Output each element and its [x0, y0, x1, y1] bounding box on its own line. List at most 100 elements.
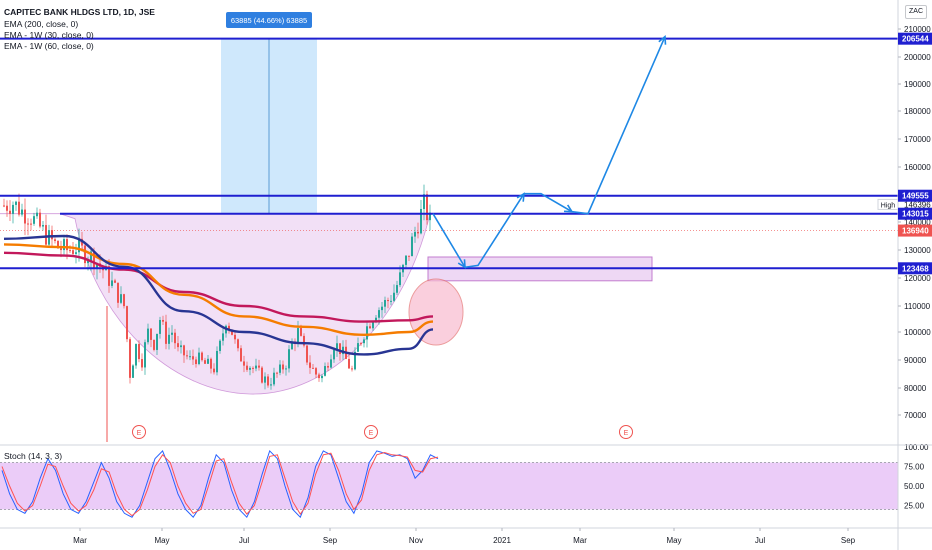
candle-body [150, 328, 152, 340]
candle-body [405, 255, 407, 265]
time-tick-label: Nov [409, 536, 423, 545]
candle-body [189, 356, 191, 358]
candle-body [330, 359, 332, 368]
stoch-legend[interactable]: Stoch (14, 3, 3) [4, 451, 63, 461]
legend-ema200[interactable]: EMA (200, close, 0) [4, 19, 79, 29]
stoch-tick-label: 25.00 [904, 502, 925, 511]
time-tick-label: 2021 [493, 536, 511, 545]
candle-body [162, 319, 164, 322]
candle-body [36, 212, 38, 217]
candle-body [27, 223, 29, 225]
candle-body [39, 212, 41, 227]
current-price-tag-label: 136940 [902, 227, 929, 236]
time-tick-label: Sep [841, 536, 856, 545]
candle-body [246, 365, 248, 370]
earnings-marker [364, 425, 378, 439]
stoch-tick-label: 75.00 [904, 463, 925, 472]
legend-ema60w[interactable]: EMA - 1W (60, close, 0) [4, 41, 94, 51]
stoch-band [0, 462, 898, 510]
candle-body [123, 294, 125, 307]
candle-body [90, 251, 92, 261]
candle-body [129, 339, 131, 378]
legend-ema30w[interactable]: EMA - 1W (30, close, 0) [4, 30, 94, 40]
candle-body [9, 210, 11, 214]
candle-body [171, 332, 173, 335]
candle-body [69, 250, 71, 252]
candle-body [372, 322, 374, 329]
candle-body [285, 368, 287, 370]
candle-body [261, 367, 263, 383]
candle-body [57, 241, 59, 249]
cup-pattern [0, 213, 431, 395]
price-tick-label: 160000 [904, 163, 931, 172]
projection-path [432, 36, 666, 269]
earnings-marker [132, 425, 146, 439]
candle-body [12, 204, 14, 214]
candle-body [288, 349, 290, 369]
price-tick-label: 200000 [904, 53, 931, 62]
symbol-title[interactable]: CAPITEC BANK HLDGS LTD, 1D, JSE [4, 7, 155, 17]
candle-body [120, 294, 122, 303]
candle-body [231, 329, 233, 335]
candle-body [354, 351, 356, 370]
time-tick-label: Mar [573, 536, 587, 545]
candle-body [216, 350, 218, 373]
candle-body [243, 361, 245, 366]
candle-body [429, 212, 431, 221]
candle-body [3, 205, 5, 207]
candle-body [339, 343, 341, 355]
candle-body [93, 251, 95, 269]
candle-body [63, 239, 65, 251]
candle-body [291, 341, 293, 350]
candle-body [237, 339, 239, 349]
price-tick-label: 210000 [904, 25, 931, 34]
currency-badge[interactable]: ZAC [905, 5, 927, 19]
candle-body [33, 216, 35, 224]
candle-body [267, 376, 269, 386]
candle-body [315, 368, 317, 375]
candle-body [306, 345, 308, 363]
candle-body [183, 345, 185, 356]
candle-body [420, 209, 422, 234]
candle-body [411, 236, 413, 257]
candle-body [72, 250, 74, 254]
stoch-k-line [1, 449, 439, 519]
candle-body [159, 319, 161, 334]
candle-body [126, 306, 128, 340]
earnings-marker-label: E [624, 430, 629, 437]
candle-body [177, 343, 179, 348]
candle-body [180, 345, 182, 348]
candle-body [66, 239, 68, 251]
measure-label-box [226, 12, 312, 28]
earnings-marker [619, 425, 633, 439]
candle-body [318, 374, 320, 379]
candle-body [348, 358, 350, 369]
price-tick-label: 130000 [904, 246, 931, 255]
candle-body [60, 248, 62, 251]
candle-body [192, 356, 194, 360]
candle-body [327, 366, 329, 368]
candle-body [87, 260, 89, 264]
candle-body [54, 239, 56, 242]
stoch-d-line [1, 451, 439, 517]
candle-body [156, 333, 158, 350]
time-tick-label: May [154, 536, 169, 545]
candle-body [390, 300, 392, 302]
high-marker-box [877, 198, 899, 210]
candle-body [168, 334, 170, 344]
price-tick-label: 170000 [904, 135, 931, 144]
price-candles [3, 184, 431, 442]
candle-body [309, 362, 311, 368]
candle-body [141, 359, 143, 368]
price-tick-label: 140000 [904, 218, 931, 227]
candle-body [96, 263, 98, 269]
candle-body [114, 280, 116, 283]
level-tag-box [898, 207, 932, 220]
price-tick-label: 120000 [904, 274, 931, 283]
candle-body [336, 343, 338, 350]
candle-body [417, 231, 419, 234]
candle-body [279, 364, 281, 373]
candle-body [363, 339, 365, 344]
